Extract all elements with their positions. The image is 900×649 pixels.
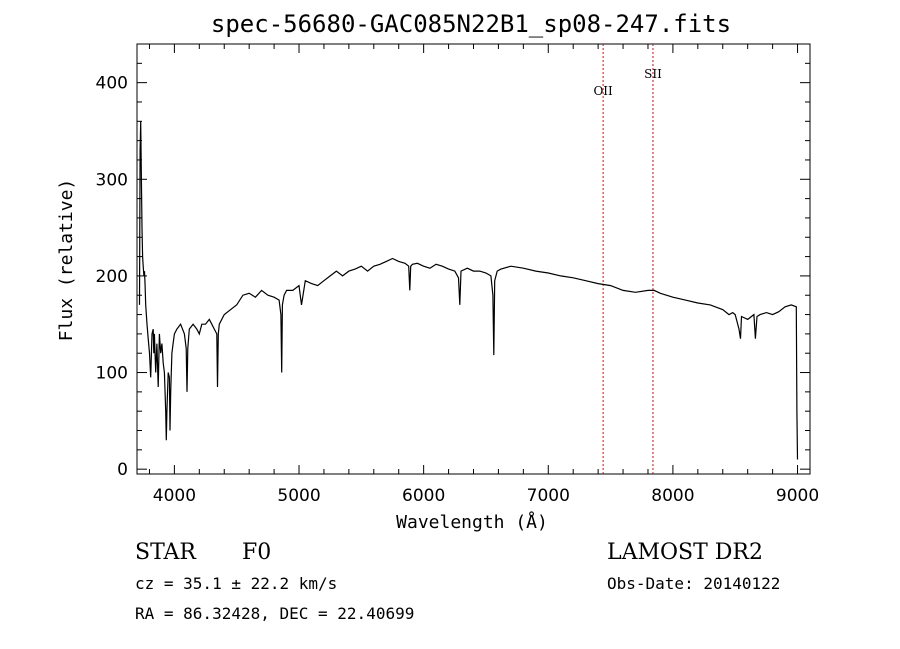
coordinates: RA = 86.32428, DEC = 22.40699 — [135, 604, 414, 623]
plot-frame — [136, 43, 811, 475]
observation-date: Obs-Date: 20140122 — [607, 574, 780, 593]
line-marker-label: OII — [593, 84, 613, 98]
line-marker-label: SII — [644, 67, 662, 81]
spectrum-line — [138, 121, 799, 460]
object-type: STAR — [135, 540, 197, 565]
x-tick-label: 6000 — [402, 486, 445, 506]
object-subclass: F0 — [242, 540, 271, 565]
x-tick-label: 9000 — [776, 486, 819, 506]
redshift-cz: cz = 35.1 ± 22.2 km/s — [135, 574, 337, 593]
axis-ticks: 4000 5000 6000 7000 8000 9000 0 100 200 300 400 — [96, 44, 819, 506]
spectrum-info: STAR F0 LAMOST DR2 cz = 35.1 ± 22.2 km/s… — [135, 540, 780, 623]
emission-line-markers: OII SII — [593, 44, 662, 474]
x-tick-label: 5000 — [277, 486, 320, 506]
x-axis-label: Wavelength (Å) — [396, 511, 548, 533]
y-tick-label: 100 — [96, 364, 128, 384]
y-tick-label: 400 — [96, 74, 128, 94]
survey-name: LAMOST DR2 — [607, 540, 763, 565]
chart-title: spec-56680-GAC085N22B1_sp08-247.fits — [211, 10, 731, 38]
x-tick-label: 8000 — [651, 486, 694, 506]
y-tick-label: 0 — [117, 460, 128, 480]
y-axis-label: Flux (relative) — [56, 179, 77, 342]
x-tick-label: 4000 — [153, 486, 196, 506]
plot-area: 4000 5000 6000 7000 8000 9000 0 100 200 300 400 OI… — [96, 43, 819, 506]
y-tick-label: 200 — [96, 267, 128, 287]
y-tick-label: 300 — [96, 170, 128, 190]
x-tick-label: 7000 — [527, 486, 570, 506]
